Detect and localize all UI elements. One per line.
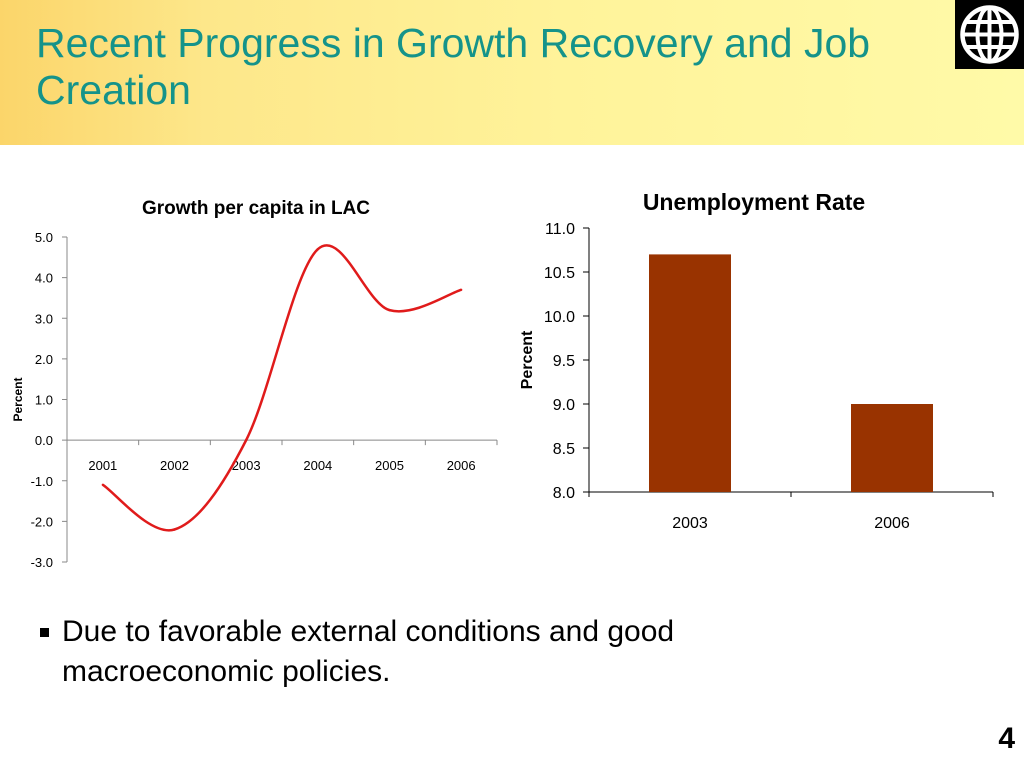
chart-title: Unemployment Rate [643, 189, 865, 215]
world-bank-logo [955, 0, 1024, 69]
data-point [316, 247, 320, 251]
y-tick-label: 3.0 [35, 311, 53, 326]
x-tick-label: 2001 [88, 458, 117, 473]
x-tick-label: 2003 [232, 458, 261, 473]
x-tick-label: 2003 [672, 515, 708, 532]
y-tick-label: 10.0 [544, 309, 575, 326]
data-point [459, 288, 463, 292]
page-number: 4 [998, 722, 1015, 755]
data-point [101, 483, 105, 487]
y-axis-label: Percent [11, 377, 25, 421]
y-tick-label: 2.0 [35, 352, 53, 367]
y-axis-label: Percent [519, 330, 536, 389]
bar-2003 [649, 254, 731, 492]
title-banner: Recent Progress in Growth Recovery and J… [0, 0, 1024, 145]
bullet-marker [40, 628, 49, 637]
y-tick-label: 8.5 [553, 441, 575, 458]
y-tick-label: 5.0 [35, 230, 53, 245]
unemployment-bar-chart: Unemployment Rate Percent 11.0 10.5 10.0 9.5 9… [519, 189, 994, 532]
growth-line-chart: Growth per capita in LAC Percent 5.0 4.0 3.0… [11, 198, 498, 570]
data-point [388, 308, 391, 312]
x-tick-label: 2006 [447, 458, 476, 473]
series-line [102, 244, 462, 532]
y-tick-label: 10.5 [544, 265, 575, 282]
y-tick-label: 11.0 [545, 221, 575, 238]
chart-title: Growth per capita in LAC [142, 198, 370, 219]
y-tick-label: 9.5 [553, 353, 575, 370]
x-tick-label: 2005 [375, 458, 404, 473]
y-tick-label: 1.0 [35, 393, 53, 408]
data-point [173, 528, 176, 531]
globe-icon [960, 5, 1019, 64]
y-tick-label: -2.0 [31, 514, 53, 529]
x-tick-label: 2004 [303, 458, 332, 473]
x-tick-label: 2006 [874, 515, 910, 532]
y-tick-label: -3.0 [31, 555, 53, 570]
y-tick-label: 8.0 [553, 485, 575, 502]
y-tick-label: 0.0 [35, 433, 53, 448]
bullet-text: Due to favorable external conditions and… [62, 615, 675, 688]
y-tick-label: -1.0 [31, 474, 53, 489]
x-tick-label: 2002 [160, 458, 189, 473]
data-point [244, 438, 248, 442]
y-tick-label: 9.0 [553, 397, 575, 414]
bar-2006 [851, 404, 933, 492]
y-tick-label: 4.0 [35, 271, 53, 286]
slide-title: Recent Progress in Growth Recovery and J… [36, 20, 871, 113]
